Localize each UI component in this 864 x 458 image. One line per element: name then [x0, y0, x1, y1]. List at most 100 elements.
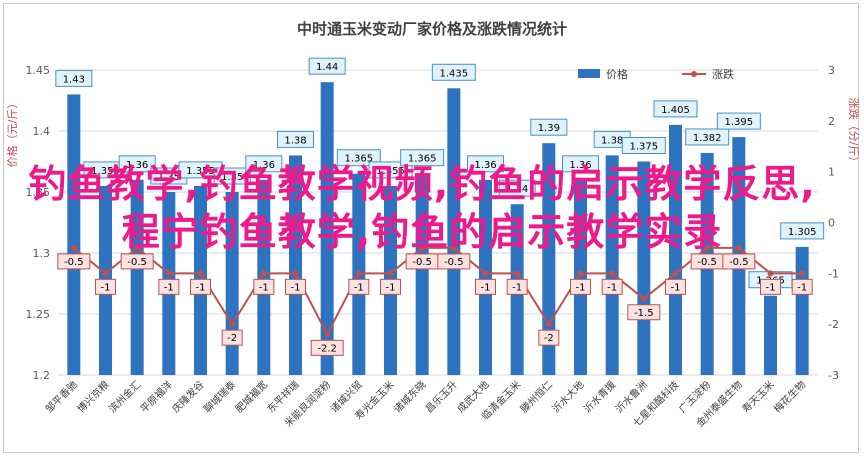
bar-data-label: 1.355 [376, 166, 405, 177]
line-data-label-box [722, 253, 756, 270]
line-point [577, 270, 584, 277]
line-data-label: -1 [386, 282, 396, 293]
line-series [73, 246, 803, 337]
bar-data-label-box [55, 69, 93, 87]
line-point [324, 331, 331, 338]
bar-data-label-box [431, 63, 476, 81]
bar-data-label: 1.355 [91, 166, 120, 177]
x-tick-label: 滨州金汇 [106, 378, 143, 415]
line-point [640, 295, 647, 302]
line-data-label-box [791, 278, 813, 295]
bar-data-label-box [498, 179, 536, 197]
line-point [70, 244, 77, 251]
bar-data-label-box [530, 118, 568, 136]
line-data-label-box [95, 278, 116, 295]
right-axis-tick-label: -3 [828, 369, 839, 382]
bar-data-label-box [308, 57, 346, 75]
line-point [165, 270, 172, 277]
x-tick-label: 肥城福宽 [232, 378, 269, 415]
right-axis-label: 涨跌（分/斤） [847, 98, 861, 168]
right-axis-tick-label: -2 [828, 318, 839, 331]
legend-label-line: 涨跌 [712, 67, 734, 81]
bar-data-label: 1.365 [408, 154, 437, 165]
bar [574, 179, 587, 375]
bar-data-label: 1.355 [186, 166, 215, 177]
bar-data-label: 1.365 [345, 154, 374, 165]
bar [225, 192, 239, 375]
line-data-label-box [253, 278, 275, 295]
x-tick-label: 平原福洋 [137, 378, 174, 415]
line-point [102, 270, 109, 277]
line-data-label: -1 [797, 282, 807, 293]
bar-data-label: 1.36 [126, 160, 148, 171]
bar-data-label: 1.36 [569, 160, 591, 171]
x-tick-label: 寿天玉米 [739, 378, 776, 415]
line-data-label: -1 [196, 282, 206, 293]
line-data-label: -1 [354, 282, 364, 293]
bar-data-label: 1.435 [440, 68, 469, 79]
line-data-label-box [475, 278, 496, 295]
line-point [609, 270, 616, 277]
line-data-label-box [538, 329, 560, 346]
bar-data-label: 1.405 [661, 105, 690, 116]
line-data-label: -2 [227, 333, 237, 344]
bar [320, 82, 334, 375]
bar-data-label-box [213, 167, 251, 185]
line-point [387, 270, 394, 277]
line-data-label-box [57, 253, 91, 270]
line-point [197, 270, 204, 277]
line-point [545, 321, 552, 328]
bar-data-label: 1.375 [630, 142, 659, 153]
bar-data-label: 1.34 [506, 184, 528, 195]
left-axis-tick-label: 1.3 [33, 247, 51, 260]
line-point [419, 244, 426, 251]
line-data-label: -1 [576, 282, 586, 293]
line-point [799, 270, 806, 277]
left-axis-tick-label: 1.2 [33, 369, 51, 382]
left-axis-label: 价格（元/斤） [5, 98, 19, 168]
chart-frame [3, 3, 859, 453]
line-point [229, 321, 236, 328]
x-tick-label: 博兴京粮 [74, 378, 111, 415]
line-data-label: -1 [671, 282, 681, 293]
bar [447, 88, 461, 376]
bar-data-label: 1.38 [284, 135, 306, 146]
line-point [767, 270, 774, 277]
bar [637, 161, 651, 375]
bar [542, 143, 556, 375]
line-point [292, 270, 299, 277]
x-tick-label: 邹平香驰 [42, 378, 79, 415]
line-data-label-box [348, 278, 370, 295]
line-data-label: -0.5 [697, 257, 717, 268]
line-data-label-box [506, 278, 528, 295]
bar [130, 179, 144, 375]
line-data-label: -0.5 [412, 257, 432, 268]
line-data-label: -1 [481, 282, 491, 293]
bar-data-label: 1.35 [221, 172, 243, 183]
line-data-label-box [380, 278, 401, 295]
bar-data-label-box [621, 137, 666, 154]
line-data-label: -1 [766, 282, 776, 293]
right-axis-tick-label: 3 [828, 64, 835, 77]
line-point [482, 270, 489, 277]
bar-data-label-box [467, 155, 504, 173]
x-tick-label: 沂水大地 [549, 378, 586, 415]
right-axis-tick-label: 2 [828, 115, 835, 128]
line-point [735, 244, 742, 251]
legend-marker-line [691, 71, 697, 77]
right-axis-tick-label: -1 [828, 267, 839, 280]
x-tick-label: 诸城东晓 [391, 378, 428, 415]
bar [669, 124, 682, 376]
right-axis-tick-label: 0 [828, 217, 835, 230]
line-data-label-box [760, 278, 781, 295]
line-data-label: -1 [607, 282, 617, 293]
line-data-label: -2 [544, 333, 554, 344]
bar [479, 179, 492, 375]
left-axis-tick-label: 1.25 [26, 308, 51, 321]
line-data-label: -0.5 [127, 257, 147, 268]
line-data-label: -1.5 [634, 308, 654, 319]
bar-data-label-box [562, 155, 599, 173]
legend-swatch-bar [578, 69, 600, 78]
bar-data-label-box [118, 155, 156, 173]
bar-data-label: 1.36 [253, 160, 275, 171]
